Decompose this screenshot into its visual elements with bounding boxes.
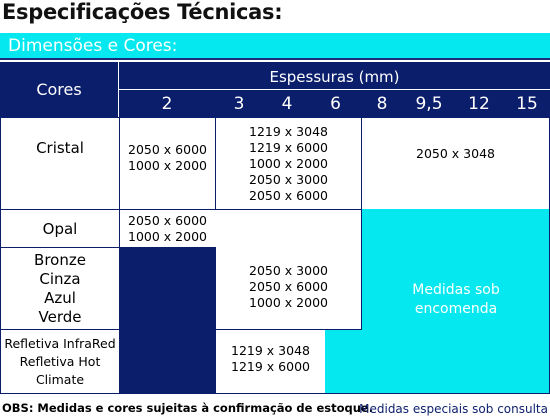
thickness-4: 4 — [281, 93, 293, 114]
row-label-opal: Opal — [42, 219, 78, 238]
size-value: 1000 x 2000 — [249, 295, 328, 310]
thickness-8: 8 — [376, 93, 388, 114]
sob-encomenda-cell — [361, 209, 550, 393]
row-label-cristal: Cristal — [36, 139, 84, 157]
size-value: 1219 x 6000 — [231, 359, 310, 374]
section-header-bar: Dimensões e Cores: — [0, 33, 550, 60]
grid-line — [0, 117, 1, 394]
size-value: 1219 x 6000 — [249, 140, 328, 155]
grid-line — [215, 117, 216, 209]
cristal-2mm-sizes: 2050 x 6000 1000 x 2000 — [120, 118, 215, 198]
grid-line — [0, 247, 216, 248]
cristal-3-6mm-sizes: 1219 x 3048 1219 x 6000 1000 x 2000 2050… — [216, 120, 361, 208]
sob-encomenda-text: Medidas sob encomenda — [362, 270, 550, 330]
header-divider — [119, 89, 550, 90]
row-label-cinza: Cinza — [39, 269, 81, 288]
opal-2mm-sizes: 2050 x 6000 1000 x 2000 — [120, 210, 215, 247]
header-cores-cell: Cores — [0, 62, 118, 117]
row-label-refletiva: Refletiva InfraRed Refletiva Hot Climate — [1, 330, 119, 393]
size-value: 2050 x 3000 — [249, 263, 328, 278]
row-label-colors: Bronze Cinza Azul Verde — [1, 248, 119, 329]
row-label-hot: Refletiva Hot — [19, 353, 101, 369]
grid-line — [0, 209, 361, 210]
thickness-9-5: 9,5 — [415, 93, 443, 114]
cristal-8-15mm-sizes: 2050 x 3048 — [416, 146, 495, 161]
size-value: 1219 x 3048 — [249, 124, 328, 139]
size-value: 1000 x 2000 — [128, 228, 207, 244]
section-title: Dimensões e Cores: — [8, 36, 178, 56]
thickness-2: 2 — [161, 93, 173, 114]
grid-line — [119, 117, 120, 394]
row-label-bronze: Bronze — [34, 250, 86, 269]
thickness-12: 12 — [468, 93, 490, 114]
thickness-3: 3 — [233, 93, 245, 114]
size-value: 2050 x 6000 — [249, 279, 328, 294]
grid-line — [0, 329, 361, 330]
header-espessuras-block: Espessuras (mm) 2 3 4 6 8 9,5 12 15 — [119, 62, 550, 117]
size-value: 1000 x 2000 — [249, 156, 328, 171]
size-value: 2050 x 3000 — [249, 172, 328, 187]
footer-obs: OBS: Medidas e cores sujeitas à confirma… — [2, 401, 374, 415]
unavailable-block — [120, 247, 216, 393]
row-label-climate: Climate — [35, 371, 85, 387]
header-espessuras-label: Espessuras (mm) — [269, 68, 400, 86]
thickness-6: 6 — [330, 93, 341, 114]
refletiva-3-4mm-sizes: 1219 x 3048 1219 x 6000 — [216, 332, 325, 386]
sob-encomenda-extension — [325, 330, 365, 393]
sob-encomenda-line: encomenda — [414, 301, 498, 317]
grid-line — [0, 117, 550, 118]
footer-especiais: Medidas especiais sob consulta — [359, 402, 548, 416]
sob-encomenda-line: Medidas sob — [412, 282, 500, 298]
colors-3-6mm-sizes: 2050 x 3000 2050 x 6000 1000 x 2000 — [216, 250, 361, 324]
grid-line — [361, 117, 362, 330]
page-title: Especificações Técnicas: — [2, 0, 283, 24]
grid-line — [0, 393, 550, 394]
thickness-15: 15 — [516, 93, 538, 114]
row-label-azul: Azul — [44, 288, 76, 307]
header-cores-label: Cores — [36, 80, 82, 99]
size-value: 2050 x 6000 — [128, 212, 207, 228]
size-value: 1219 x 3048 — [231, 343, 310, 358]
row-label-infrared: Refletiva InfraRed — [4, 335, 116, 351]
row-label-verde: Verde — [38, 307, 82, 326]
size-value: 2050 x 6000 — [128, 142, 207, 157]
size-value: 2050 x 6000 — [249, 188, 328, 203]
size-value: 1000 x 2000 — [128, 158, 207, 173]
